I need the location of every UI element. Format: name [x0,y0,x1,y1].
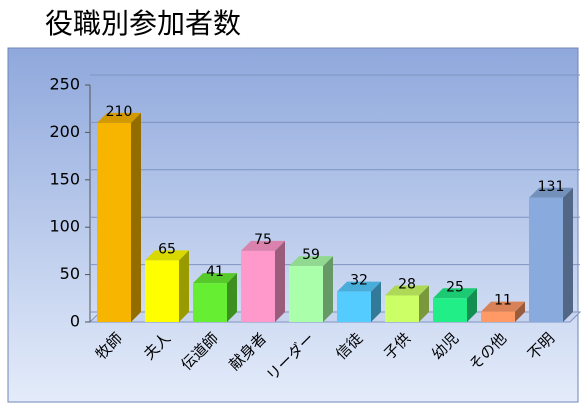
bar-top [289,256,333,267]
bar-top [433,288,477,299]
bar-side [275,240,285,322]
bar-side [419,285,429,322]
value-label: 28 [398,276,416,292]
y-tick-label: 50 [60,264,80,283]
value-label: 75 [254,232,272,248]
bar-side [467,288,477,322]
bar-side [371,281,381,322]
value-label: 25 [446,279,464,295]
bar [433,298,467,322]
bar [145,260,179,322]
y-tick-label: 150 [49,169,80,188]
value-label: 210 [106,104,133,120]
bar-top [97,112,141,123]
y-tick-label: 250 [49,75,80,94]
bar [385,295,419,322]
bar-side [563,187,573,322]
y-tick-label: 200 [49,122,80,141]
bar [97,122,131,322]
bar-side [323,256,333,322]
value-label: 11 [494,293,512,309]
value-label: 65 [158,241,176,257]
bar [241,250,275,322]
value-label: 59 [302,247,320,263]
bar-top [241,240,285,251]
bar [337,291,371,322]
bar [529,197,563,322]
bar-side [179,250,189,322]
y-tick-label: 0 [70,312,80,331]
bar [193,283,227,322]
value-label: 131 [538,179,565,195]
bar [481,311,515,322]
bar-top [481,301,525,312]
bar-top [529,187,573,198]
bar [289,266,323,322]
y-tick-label: 100 [49,217,80,236]
value-label: 41 [206,264,224,280]
bar-top [337,281,381,292]
bar-top [385,285,429,296]
bar-side [131,112,141,322]
bar-top [145,250,189,261]
bar-side [515,301,525,322]
bar-side [227,273,237,322]
value-label: 32 [350,273,368,289]
chart-title: 役職別参加者数 [45,7,241,40]
bar-top [193,273,237,284]
